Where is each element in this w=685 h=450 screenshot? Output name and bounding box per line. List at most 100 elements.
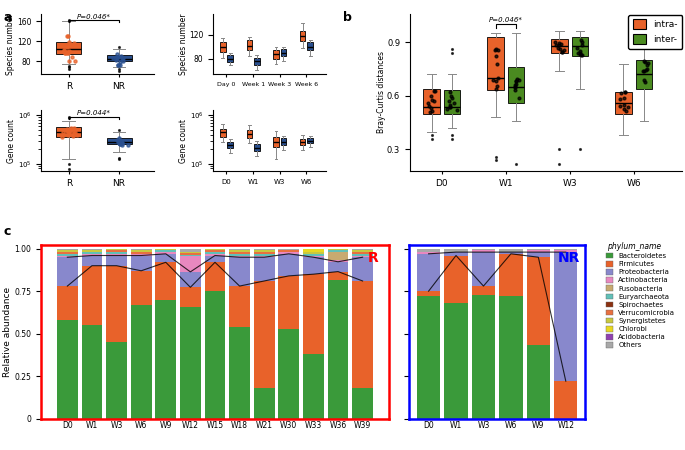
Point [62,125,73,132]
Bar [417,252,440,254]
Point [638,76,649,84]
Point [117,139,128,146]
Bar [180,256,201,272]
Bar [253,281,275,388]
Point [59,49,70,56]
Bar [205,291,225,419]
PathPatch shape [487,37,504,90]
Point [59,43,70,50]
Bar [82,266,103,325]
Bar [352,249,373,250]
Point [490,53,501,60]
Bar [180,249,201,252]
Bar [205,254,225,256]
Point [556,40,566,47]
Bar [554,250,577,252]
Bar [253,249,275,250]
Point [61,43,72,50]
Y-axis label: Species number: Species number [6,13,16,75]
Bar [57,252,78,254]
Point [72,131,83,138]
Bar [155,262,176,300]
Point [445,88,456,95]
Text: NR: NR [558,251,580,265]
Bar [445,256,468,303]
Bar [180,307,201,418]
Point [117,56,128,63]
Bar [303,254,324,256]
Point [108,54,119,62]
Bar [155,254,176,262]
Point [553,40,564,47]
Point [575,36,586,44]
Bar [472,252,495,286]
Bar [554,252,577,381]
Point [446,94,457,101]
Point [115,61,126,68]
Point [553,44,564,51]
Bar [472,286,495,295]
PathPatch shape [254,58,260,65]
Point [641,66,652,73]
PathPatch shape [220,129,225,137]
Point [112,61,123,68]
Point [111,57,122,64]
Text: b: b [342,11,351,24]
Bar [57,320,78,418]
Point [64,39,75,46]
Point [514,76,525,83]
Point [550,41,561,48]
Point [68,132,79,140]
Bar [253,256,275,257]
Point [511,77,522,85]
Point [640,67,651,74]
Point [490,86,501,93]
Bar [499,252,523,254]
Point [62,32,73,40]
Point [445,103,456,110]
Bar [229,256,250,257]
Point [111,54,122,62]
Point [64,128,75,135]
Bar [205,252,225,254]
Point [493,46,503,53]
Bar [106,266,127,342]
Point [444,97,455,104]
Bar [417,291,440,296]
Point [67,128,78,135]
Bar [57,250,78,252]
Point [511,78,522,85]
Bar [57,256,78,257]
Bar [303,257,324,274]
Bar [82,254,103,256]
Point [639,58,650,65]
Point [430,88,441,95]
PathPatch shape [247,40,252,50]
Point [448,100,459,107]
Point [619,89,630,96]
PathPatch shape [571,37,588,56]
Bar [253,252,275,254]
Point [619,89,630,96]
Legend: intra-, inter-: intra-, inter- [628,15,682,49]
Point [573,50,584,57]
Bar [82,252,103,254]
Bar [327,260,349,262]
Bar [303,249,324,252]
Point [117,57,128,64]
PathPatch shape [56,42,82,54]
Point [619,105,630,112]
Text: R: R [368,251,378,265]
Point [575,50,586,57]
Bar [327,250,349,252]
PathPatch shape [281,139,286,145]
Point [68,129,79,136]
PathPatch shape [106,55,132,62]
PathPatch shape [227,142,233,148]
Y-axis label: Gene count: Gene count [179,119,188,162]
Point [510,84,521,91]
Bar [253,257,275,281]
PathPatch shape [227,55,233,62]
Point [510,86,521,93]
Bar [180,272,201,287]
